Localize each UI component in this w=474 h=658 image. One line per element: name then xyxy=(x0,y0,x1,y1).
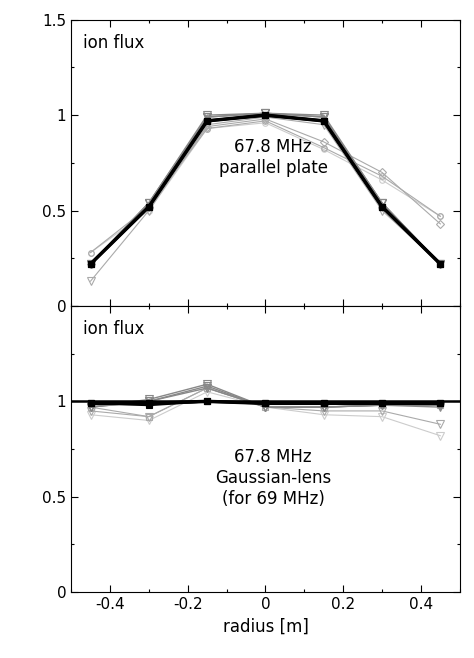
Text: 67.8 MHz
Gaussian-lens
(for 69 MHz): 67.8 MHz Gaussian-lens (for 69 MHz) xyxy=(215,448,331,507)
Text: ion flux: ion flux xyxy=(83,320,144,338)
Text: 67.8 MHz
parallel plate: 67.8 MHz parallel plate xyxy=(219,138,328,176)
Text: ion flux: ion flux xyxy=(83,34,144,52)
X-axis label: radius [m]: radius [m] xyxy=(222,618,309,636)
